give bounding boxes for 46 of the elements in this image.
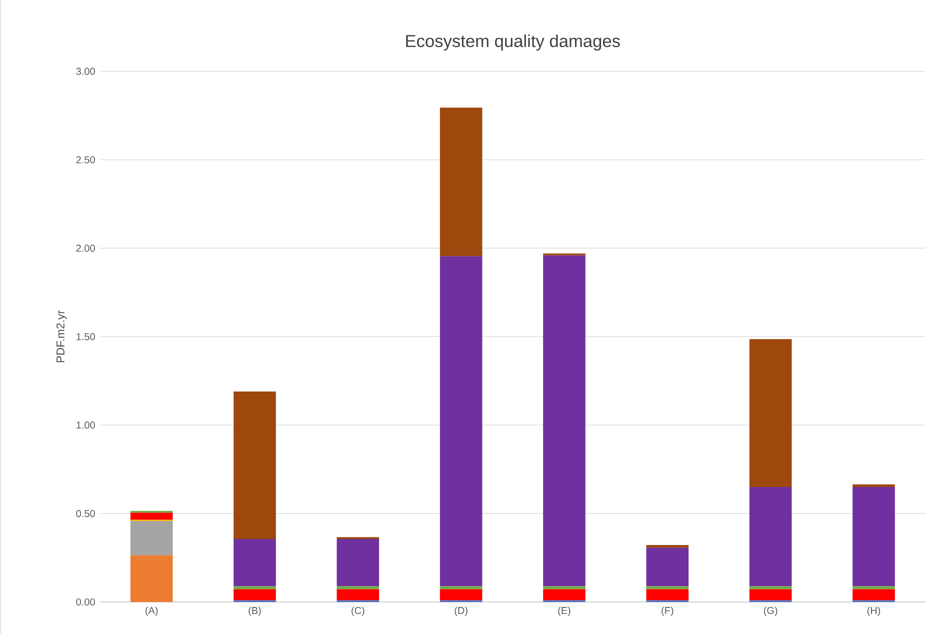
- bar: [440, 108, 482, 256]
- y-tick-label: 3.00: [76, 68, 95, 75]
- y-tick-label: 0.00: [76, 598, 95, 606]
- bar: [852, 484, 895, 488]
- y-axis-title: PDF.m2.yr: [56, 310, 67, 362]
- bar: [336, 586, 380, 590]
- bar: [234, 586, 276, 590]
- y-tick-label: 0.50: [76, 510, 95, 518]
- bar: [440, 589, 482, 600]
- bar: [234, 539, 276, 586]
- bar: [852, 586, 895, 590]
- bar: [440, 256, 482, 586]
- y-tick-label: 2.50: [76, 156, 95, 164]
- x-tick-label: (B): [248, 606, 261, 616]
- bar: [646, 545, 689, 548]
- x-tick-label: (H): [867, 606, 880, 616]
- bar: [543, 255, 586, 586]
- bar: [646, 589, 689, 600]
- chart-title: Ecosystem quality damages: [406, 34, 620, 51]
- x-tick-label: (G): [764, 606, 778, 616]
- y-tick-label: 1.00: [76, 422, 95, 429]
- bar: [646, 586, 689, 590]
- bar: [543, 586, 586, 590]
- bar: [336, 539, 380, 586]
- bar: [749, 487, 792, 586]
- bar: [130, 520, 173, 556]
- bar: [234, 391, 276, 540]
- bar: [749, 339, 792, 488]
- bar: [543, 589, 586, 600]
- x-tick-label: (A): [146, 606, 158, 616]
- bar: [852, 487, 895, 586]
- bar: [852, 589, 895, 600]
- x-tick-label: (E): [558, 606, 570, 616]
- x-tick-label: (C): [352, 606, 364, 616]
- y-tick-label: 2.00: [76, 244, 95, 252]
- bar: [336, 589, 380, 600]
- x-tick-label: (F): [662, 606, 674, 616]
- bar: [440, 586, 482, 590]
- x-tick-label: (D): [454, 606, 468, 616]
- bar: [749, 589, 792, 600]
- bar: [130, 512, 173, 520]
- bar: [130, 555, 173, 602]
- bar: [749, 586, 792, 590]
- bar: [234, 589, 276, 600]
- y-tick-label: 1.50: [76, 333, 95, 340]
- bar: [646, 548, 689, 586]
